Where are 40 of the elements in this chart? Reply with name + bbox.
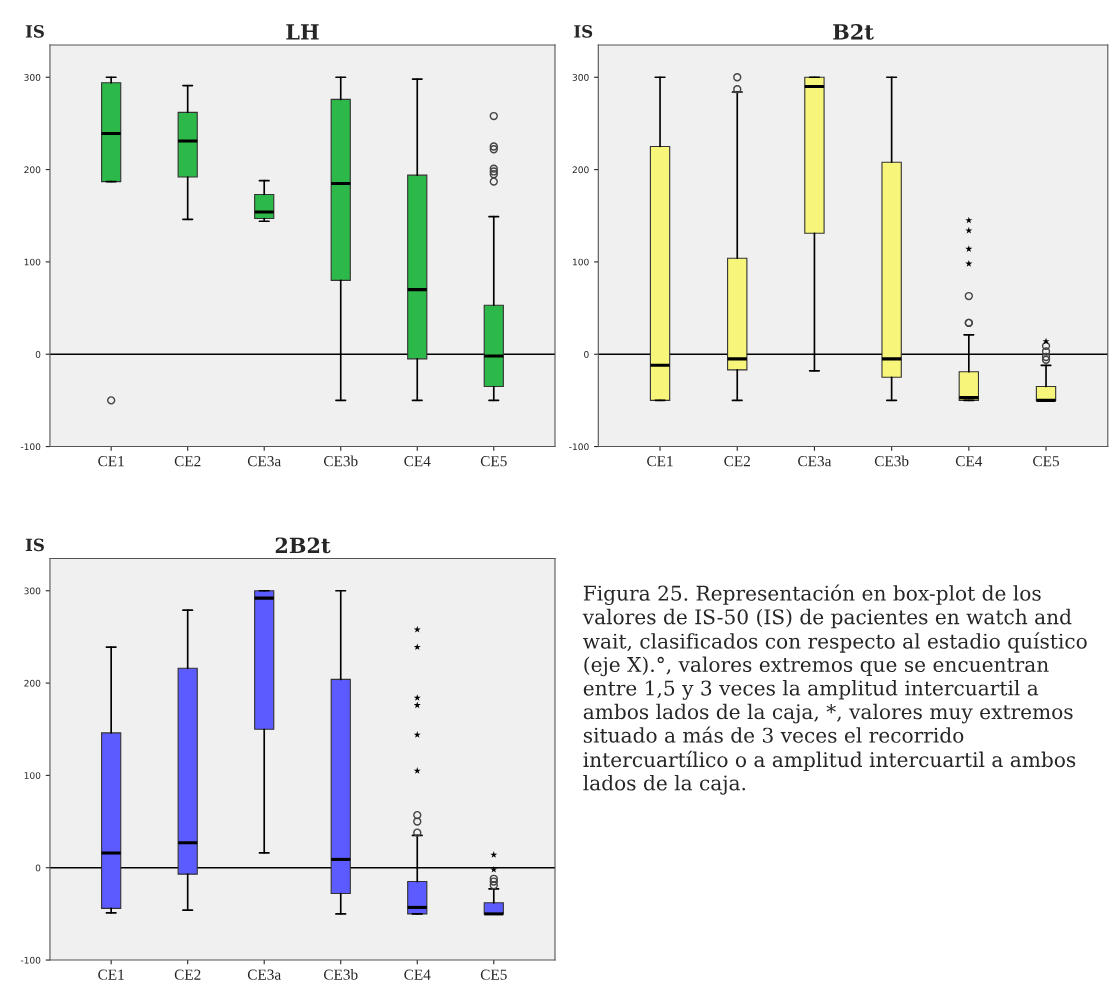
- x-tick-label: CE1: [98, 969, 124, 980]
- chart-title: B2t: [833, 23, 874, 40]
- x-tick-label: CE4: [955, 456, 983, 467]
- y-tick-label: 0: [35, 350, 41, 358]
- x-tick-label: CE2: [174, 456, 201, 467]
- x-tick-label: CE3a: [247, 969, 281, 980]
- x-tick-label: CE1: [647, 456, 673, 467]
- x-tick-label: CE4: [404, 456, 431, 467]
- x-tick-label: CE1: [98, 456, 124, 467]
- y-tick-label: -100: [569, 443, 589, 451]
- x-tick-label: CE3a: [247, 456, 281, 467]
- x-tick-label: CE5: [1033, 456, 1060, 467]
- x-tick-label: CE2: [174, 969, 201, 980]
- y-tick-label: -100: [20, 956, 41, 964]
- x-tick-label: CE3b: [874, 455, 909, 467]
- y-tick-label: 100: [24, 258, 41, 266]
- y-tick-label: 300: [24, 74, 41, 81]
- y-tick-label: 0: [35, 864, 41, 872]
- x-tick-label: CE5: [480, 456, 507, 467]
- x-tick-label: CE3b: [323, 969, 358, 980]
- y-tick-label: 200: [572, 166, 589, 174]
- chart-title: LH: [286, 24, 319, 40]
- y-tick-label: 300: [572, 74, 589, 81]
- x-tick-label: CE4: [404, 969, 431, 980]
- y-tick-label: 200: [24, 679, 41, 687]
- chart-title: 2B2t: [275, 537, 331, 554]
- y-tick-label: 200: [24, 166, 41, 174]
- y-tick-label: -100: [20, 443, 41, 451]
- y-tick-label: 100: [24, 772, 41, 779]
- text: Figura 25. Representación en box-plot de los valores de IS-50 (IS) de pacientes en watch and wait, clasificados con respecto al estadio quístico (eje X).°, valores extremos que se encuentran entre 1,5 y 3 veces la amplitud intercuartil a ambos lados de la caja, *, valores muy extremos situado a más de 3 veces el recorrido intercuartílico o a amplitud intercuartil a ambos lados de la caja.: [582, 584, 1087, 795]
- x-tick-label: CE3b: [323, 455, 358, 467]
- y-tick-label: 300: [24, 587, 41, 595]
- y-axis-title: IS: [574, 25, 593, 38]
- y-axis-title: IS: [25, 538, 44, 552]
- y-tick-label: 100: [573, 258, 589, 266]
- x-tick-label: CE2: [724, 456, 750, 467]
- y-tick-label: 0: [584, 350, 589, 358]
- x-tick-label: CE3a: [798, 456, 832, 467]
- x-tick-label: CE5: [480, 969, 507, 980]
- y-axis-title: IS: [25, 25, 44, 38]
